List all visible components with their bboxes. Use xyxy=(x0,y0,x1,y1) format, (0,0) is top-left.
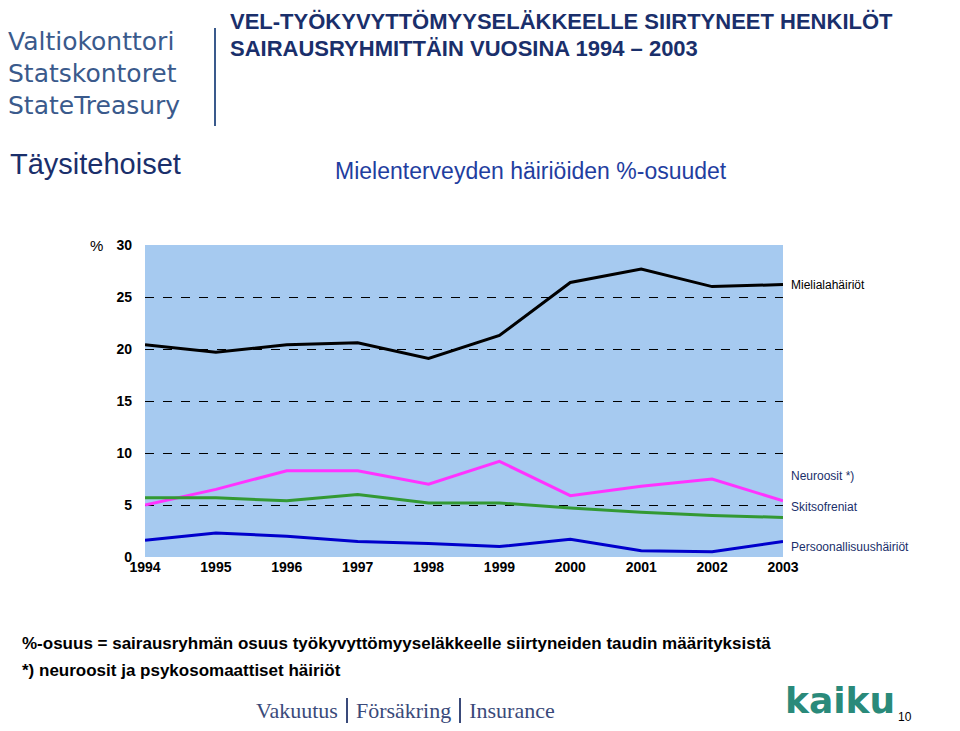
svg-text:2003: 2003 xyxy=(767,559,798,575)
svg-text:2002: 2002 xyxy=(697,559,728,575)
svg-text:0: 0 xyxy=(124,549,132,565)
svg-text:1998: 1998 xyxy=(413,559,444,575)
svg-text:1996: 1996 xyxy=(271,559,302,575)
html-text:Insurance: Insurance xyxy=(469,698,555,723)
html-text:Försäkring: Försäkring xyxy=(355,698,452,723)
html-text:Valtiokonttori: Valtiokonttori xyxy=(8,27,175,56)
svg-text:2000: 2000 xyxy=(555,559,586,575)
html-text:*) neuroosit ja psykosomaattis: *) neuroosit ja psykosomaattiset häiriöt xyxy=(22,661,341,680)
svg-text:30: 30 xyxy=(116,237,132,253)
svg-text:Neuroosit *): Neuroosit *) xyxy=(791,469,854,483)
svg-text:15: 15 xyxy=(116,393,132,409)
html-text:VEL-TYÖKYVYTTÖMYYSELÄKKEELLE S: VEL-TYÖKYVYTTÖMYYSELÄKKEELLE SIIRTYNEET … xyxy=(230,9,893,61)
svg-text:1999: 1999 xyxy=(484,559,515,575)
svg-text:2001: 2001 xyxy=(626,559,657,575)
svg-text:1995: 1995 xyxy=(200,559,231,575)
html-text:10: 10 xyxy=(898,710,912,724)
html-text:Vakuutus: Vakuutus xyxy=(256,698,338,723)
html-text:Mielenterveyden häiriöiden %-o: Mielenterveyden häiriöiden %-osuudet xyxy=(335,158,727,184)
svg-text:Persoonallisuushäiriöt: Persoonallisuushäiriöt xyxy=(791,540,909,554)
svg-text:1997: 1997 xyxy=(342,559,373,575)
html-text:StateTreasury: StateTreasury xyxy=(8,91,181,120)
html-text:%-osuus = sairausryhmän osuus: %-osuus = sairausryhmän osuus työkyvyttö… xyxy=(22,634,771,653)
svg-text:20: 20 xyxy=(116,341,132,357)
html-text:Täysitehoiset: Täysitehoiset xyxy=(10,148,181,180)
svg-text:1994: 1994 xyxy=(129,559,160,575)
html-text:Statskontoret: Statskontoret xyxy=(8,59,177,88)
svg-text:Skitsofreniat: Skitsofreniat xyxy=(791,500,858,514)
svg-text:5: 5 xyxy=(124,497,132,513)
svg-text:25: 25 xyxy=(116,289,132,305)
svg-text:%: % xyxy=(90,237,103,254)
html-text:kaiku: kaiku xyxy=(785,680,896,721)
svg-text:10: 10 xyxy=(116,445,132,461)
svg-text:Mielialahäiriöt: Mielialahäiriöt xyxy=(791,278,865,292)
